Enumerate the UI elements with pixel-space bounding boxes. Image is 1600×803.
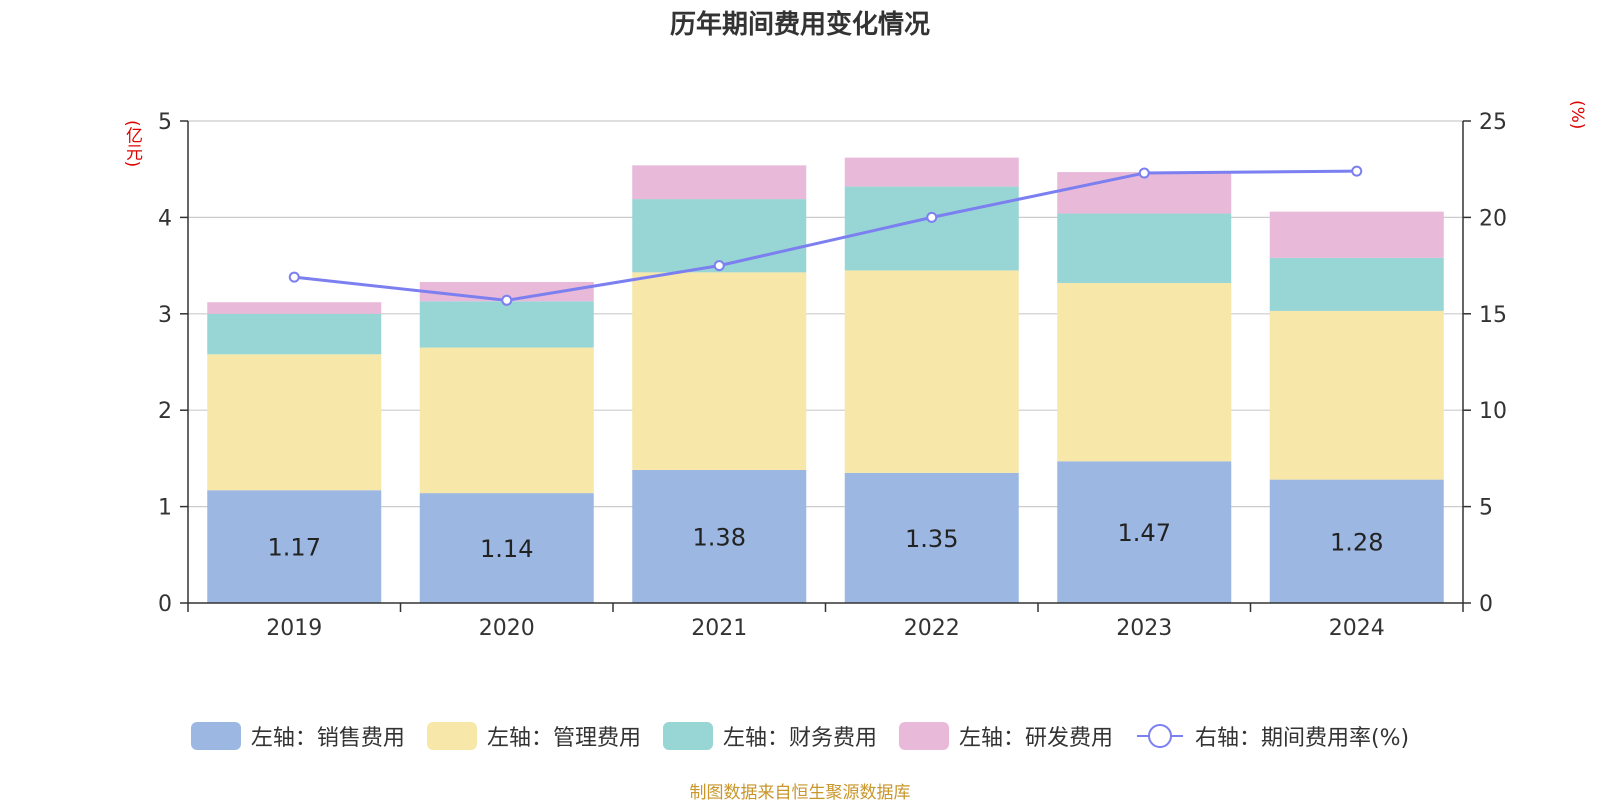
bar-2024-series-3 [1269, 211, 1444, 258]
bar-value-label: 1.28 [1330, 528, 1383, 556]
expense-rate-line [294, 169, 1357, 302]
legend-swatch-rnd [898, 722, 949, 750]
legend-label-admin: 左轴：管理费用 [486, 726, 641, 751]
bar-2023-series-3 [1057, 172, 1232, 214]
bar-2020-series-0 [419, 493, 594, 603]
expense-rate-point [1138, 167, 1150, 179]
bar-2024-series-0 [1269, 479, 1444, 603]
legend-label-expense-rate: 右轴：期间费用率(%) [1194, 726, 1410, 751]
expense-rate-point [288, 271, 300, 283]
right-axis-unit: (%) [1567, 100, 1587, 130]
bar-2019-series-3 [207, 302, 382, 314]
right-axis-tick-label: 25 [1479, 110, 1507, 135]
right-axis-tick-label: 0 [1479, 592, 1493, 617]
left-axis-unit: (亿元) [122, 120, 142, 168]
bar-2021-series-0 [632, 469, 807, 603]
bar-2024-series-2 [1269, 257, 1444, 311]
legend-line-circle-icon [1136, 724, 1183, 748]
legend-swatch-sales [190, 722, 241, 750]
bar-2022-series-3 [844, 157, 1019, 187]
bar-2022-series-0 [844, 472, 1019, 603]
legend-swatch-admin [426, 722, 477, 750]
left-axis-tick-label: 3 [158, 303, 172, 328]
left-axis-tick-label: 0 [158, 592, 172, 617]
left-axis-tick-label: 4 [158, 206, 172, 231]
bar-value-label: 1.47 [1118, 519, 1171, 547]
bar-2023-series-1 [1057, 282, 1232, 462]
bar-2021-series-3 [632, 165, 807, 200]
legend-item-admin[interactable]: 左轴：管理费用 [426, 720, 641, 752]
left-axis-tick-label: 2 [158, 399, 172, 424]
right-axis-tick-label: 5 [1479, 496, 1493, 521]
expense-rate-point [926, 211, 938, 223]
x-axis-tick-label: 2021 [691, 616, 747, 641]
right-axis-tick-label: 10 [1479, 399, 1507, 424]
legend-label-finance: 左轴：财务费用 [722, 726, 877, 751]
right-axis-tick-label: 20 [1479, 206, 1507, 231]
x-axis-tick-label: 2024 [1329, 616, 1385, 641]
legend: 左轴：销售费用 左轴：管理费用 左轴：财务费用 左轴：研发费用 右轴：期间费用率… [0, 720, 1600, 752]
bar-2022-series-2 [844, 186, 1019, 271]
x-axis-tick-label: 2023 [1116, 616, 1172, 641]
expense-rate-point [1351, 165, 1363, 177]
legend-item-expense-rate[interactable]: 右轴：期间费用率(%) [1135, 720, 1409, 752]
data-source-note: 制图数据来自恒生聚源数据库 [689, 783, 911, 803]
bar-2023-series-0 [1057, 461, 1232, 603]
legend-label-sales: 左轴：销售费用 [250, 726, 405, 751]
bar-2019-series-0 [207, 490, 382, 603]
x-axis-tick-label: 2020 [479, 616, 535, 641]
bar-value-label: 1.35 [905, 525, 958, 553]
left-axis-tick-label: 5 [158, 110, 172, 135]
bar-2024-series-1 [1269, 310, 1444, 480]
chart-title: 历年期间费用变化情况 [669, 10, 930, 40]
bar-value-label: 1.17 [268, 534, 321, 562]
bar-2022-series-1 [844, 270, 1019, 473]
legend-item-rnd[interactable]: 左轴：研发费用 [898, 720, 1113, 752]
bar-value-label: 1.14 [480, 535, 533, 563]
bar-2021-series-1 [632, 272, 807, 470]
bar-2019-series-2 [207, 313, 382, 355]
expense-rate-point [713, 260, 725, 272]
right-axis-tick-label: 15 [1479, 303, 1507, 328]
bar-2019-series-1 [207, 354, 382, 491]
legend-item-sales[interactable]: 左轴：销售费用 [190, 720, 405, 752]
legend-item-finance[interactable]: 左轴：财务费用 [662, 720, 877, 752]
x-axis-tick-label: 2022 [904, 616, 960, 641]
bar-2020-series-1 [419, 347, 594, 494]
bar-value-label: 1.38 [693, 523, 746, 551]
expense-rate-point [501, 294, 513, 306]
legend-swatch-finance [662, 722, 713, 750]
bar-2020-series-2 [419, 301, 594, 348]
left-axis-tick-label: 1 [158, 496, 172, 521]
x-axis-tick-label: 2019 [266, 616, 322, 641]
bar-2023-series-2 [1057, 213, 1232, 283]
legend-label-rnd: 左轴：研发费用 [958, 726, 1113, 751]
